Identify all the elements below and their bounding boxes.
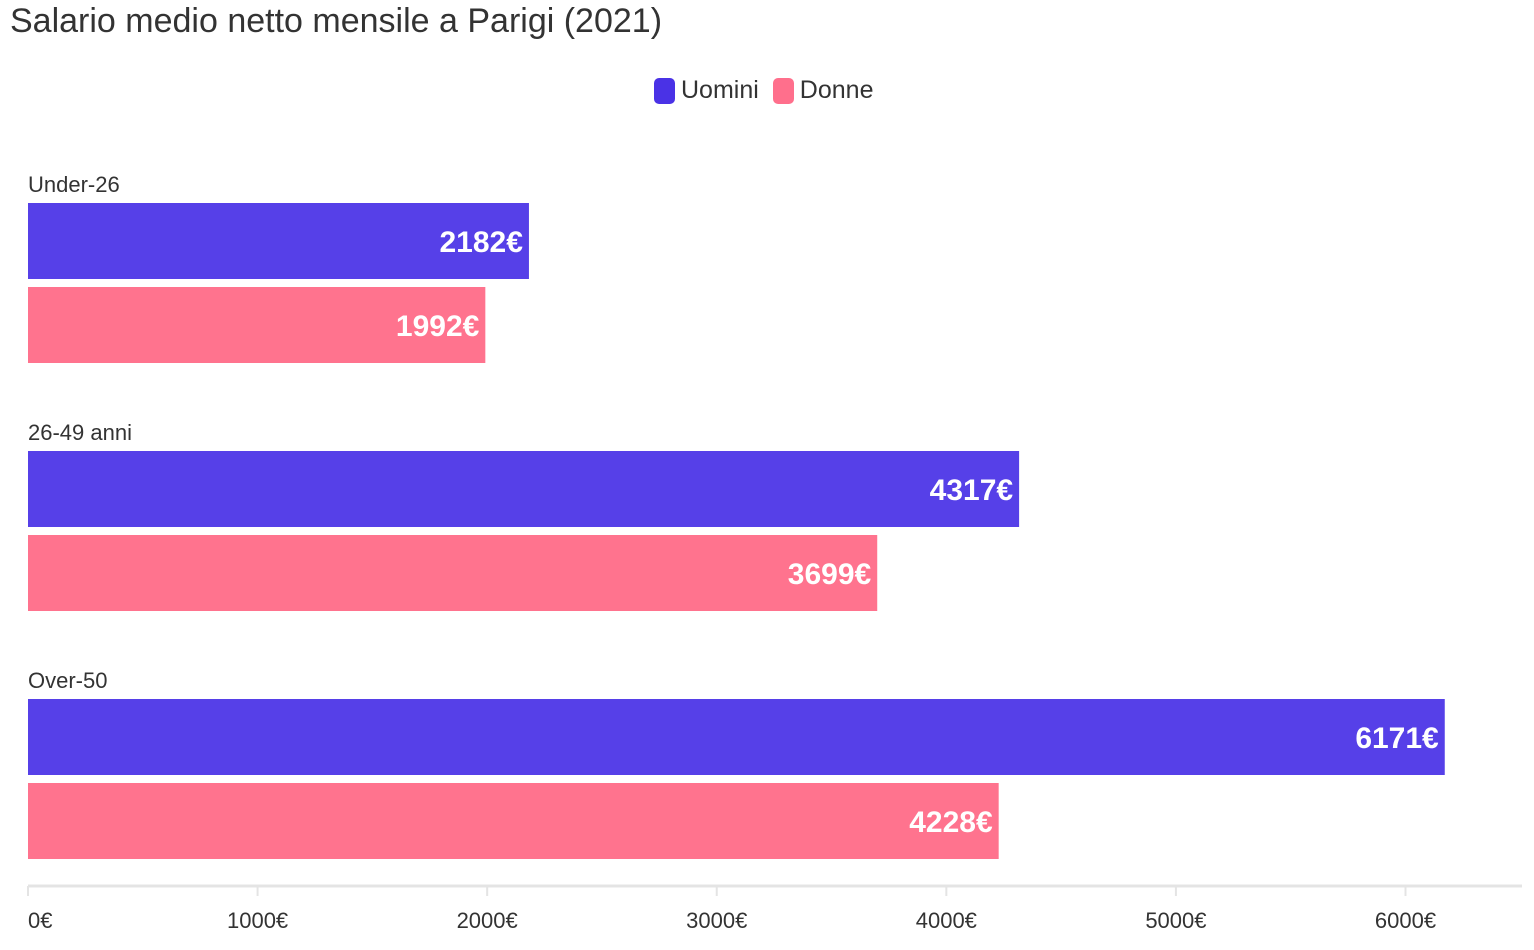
x-tick-label: 2000€: [457, 908, 518, 933]
bar-uomini: [28, 699, 1445, 775]
bar-uomini: [28, 203, 529, 279]
x-tick-label: 0€: [28, 908, 52, 933]
x-tick-label: 5000€: [1145, 908, 1206, 933]
category-label: Under-26: [28, 172, 120, 197]
x-tick-label: 4000€: [916, 908, 977, 933]
legend-label-uomini: Uomini: [681, 76, 759, 104]
legend-label-donne: Donne: [799, 76, 874, 104]
data-label: 2182€: [440, 226, 524, 259]
chart-title: Salario medio netto mensile a Parigi (20…: [10, 2, 663, 40]
legend-item-donne: Donne: [772, 76, 874, 105]
x-tick-label: 1000€: [227, 908, 288, 933]
data-label: 3699€: [788, 558, 872, 591]
legend-item-uomini: Uomini: [654, 76, 759, 105]
bar-donne: [28, 535, 878, 611]
data-label: 1992€: [396, 310, 480, 343]
x-tick-label: 3000€: [686, 908, 747, 933]
legend-swatch-donne: [772, 77, 794, 104]
data-label: 4317€: [930, 474, 1014, 507]
data-label: 6171€: [1355, 722, 1439, 755]
legend: Uomini Donne: [654, 76, 873, 105]
x-tick-label: 6000€: [1375, 908, 1436, 933]
bar-uomini: [28, 451, 1020, 527]
data-label: 4228€: [909, 806, 993, 839]
bar-donne: [28, 287, 486, 363]
legend-swatch-uomini: [654, 77, 675, 104]
category-label: 26-49 anni: [28, 420, 132, 445]
bar-donne: [28, 783, 999, 859]
category-label: Over-50: [28, 668, 107, 693]
